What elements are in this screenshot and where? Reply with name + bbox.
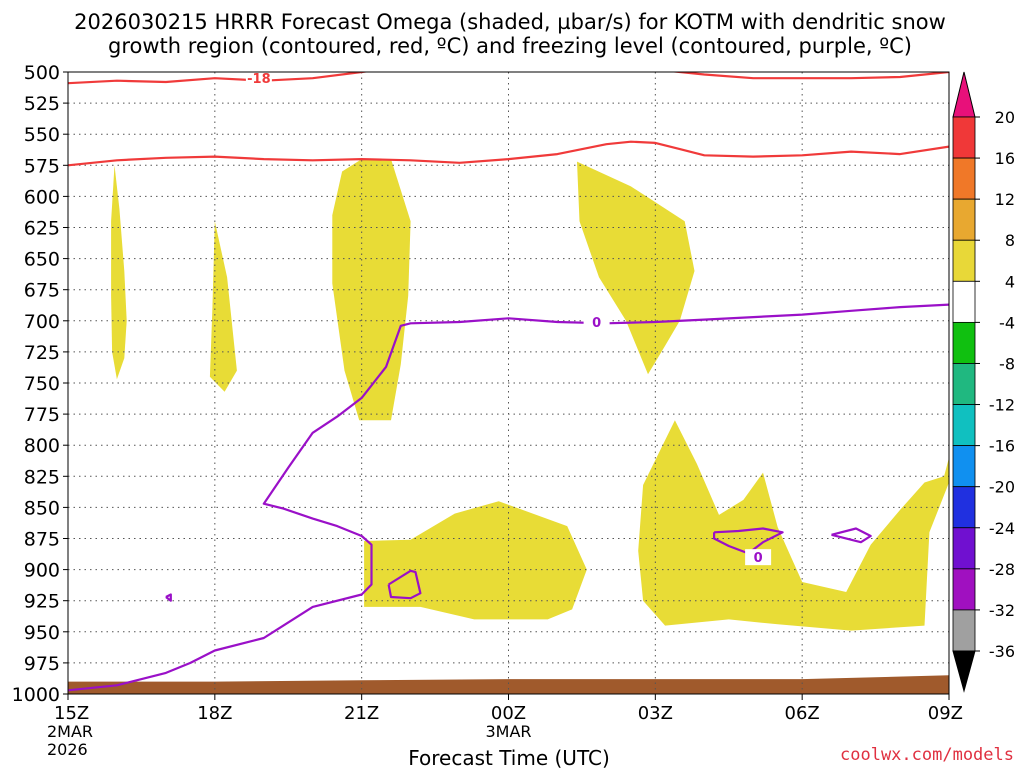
chart-title-line1: 2026030215 HRRR Forecast Omega (shaded, … — [74, 10, 946, 34]
x-tick-label: 09Z — [928, 703, 963, 724]
y-tick-label: 1000 — [12, 684, 60, 706]
y-tick-label: 575 — [24, 155, 60, 177]
colorbar-segment — [952, 321, 976, 364]
colorbar-label: 8 — [1005, 231, 1015, 250]
y-tick-label: 825 — [24, 466, 60, 488]
freezing-contour-label-bg — [583, 314, 610, 331]
dgz-contour-label-bg — [245, 70, 272, 87]
colorbar-segment — [952, 404, 976, 447]
colorbar-label: -24 — [989, 519, 1015, 538]
colorbar-label: -20 — [989, 478, 1015, 497]
colorbar-segment — [952, 486, 976, 529]
omega-region-3 — [577, 161, 695, 375]
colorbar-top-triangle — [952, 71, 976, 118]
colorbar-label: 20 — [995, 108, 1015, 127]
y-tick-label: 900 — [24, 560, 60, 582]
x-tick-label: 18Z — [197, 703, 232, 724]
dgz-contour-0 — [68, 72, 949, 85]
omega-region-4 — [364, 501, 587, 620]
y-tick-label: 500 — [24, 62, 60, 84]
y-tick-label: 750 — [24, 373, 60, 395]
y-tick-label: 625 — [24, 218, 60, 240]
colorbar-bottom-triangle — [952, 650, 976, 693]
colorbar-segment — [952, 527, 976, 570]
omega-region-0 — [111, 165, 127, 380]
colorbar-label: 4 — [1005, 272, 1015, 291]
colorbar-segment — [952, 239, 976, 282]
y-tick-label: 975 — [24, 653, 60, 675]
freezing-contour-2 — [165, 593, 172, 602]
colorbar-segment — [952, 568, 976, 611]
y-tick-label: 675 — [24, 280, 60, 302]
colorbar-segment — [952, 609, 976, 652]
y-tick-label: 850 — [24, 497, 60, 519]
colorbar-label: 12 — [995, 190, 1015, 209]
y-tick-label: 700 — [24, 311, 60, 333]
freezing-contour-4 — [831, 527, 872, 544]
terrain-layer — [68, 675, 949, 694]
x-axis-label: Forecast Time (UTC) — [408, 746, 610, 768]
y-tick-label: 875 — [24, 529, 60, 551]
colorbar-label: 16 — [995, 149, 1015, 168]
x-tick-label: 06Z — [785, 703, 820, 724]
y-tick-label: 550 — [24, 124, 60, 146]
colorbar-segment — [952, 198, 976, 241]
freezing-contour-1 — [387, 569, 422, 600]
freezing-contour-3 — [712, 527, 784, 555]
contour-lines: -18 0 0 — [68, 70, 949, 692]
colorbar-segment — [952, 116, 976, 159]
pressure-axis: 500 525 550 575 600 625 650 675 700 725 750 775 800 8… — [12, 62, 68, 706]
y-tick-label: 725 — [24, 342, 60, 364]
dgz-contour-1 — [68, 140, 949, 167]
colorbar-label: -12 — [989, 396, 1015, 415]
freezing-contour-label-bg — [745, 549, 772, 566]
y-tick-label: 925 — [24, 591, 60, 613]
omega-region-1 — [209, 221, 237, 392]
colorbar-label: -4 — [999, 313, 1015, 332]
y-tick-label: 950 — [24, 622, 60, 644]
chart-title-line2: growth region (contoured, red, ºC) and f… — [108, 34, 912, 58]
omega-region-5 — [638, 420, 949, 631]
freezing-contour-label: 0 — [592, 316, 601, 331]
dgz-contour-label: -18 — [247, 72, 271, 87]
colorbar-label: -8 — [999, 354, 1015, 373]
colorbar-segment — [952, 157, 976, 200]
credit-text: coolwx.com/models — [840, 745, 1014, 765]
colorbar-label: -16 — [989, 437, 1015, 456]
omega-shaded-regions — [111, 159, 949, 631]
y-tick-label: 800 — [24, 435, 60, 457]
freezing-contour-label: 0 — [754, 551, 763, 566]
chart-grid — [68, 72, 949, 694]
colorbar-segment — [952, 363, 976, 405]
colorbar-label: -36 — [989, 642, 1015, 661]
y-tick-label: 525 — [24, 93, 60, 115]
x-year-label: 2026 — [47, 740, 88, 759]
x-tick-label: 00Z — [491, 703, 526, 724]
x-tick-label: 21Z — [344, 703, 379, 724]
terrain-fill — [68, 675, 949, 694]
omega-colorbar: 20 16 12 8 4 -4 -8 -12 -16 -20 -24 -28 -32 -36 — [952, 71, 1015, 693]
colorbar-segment — [952, 280, 976, 323]
freezing-contour-0 — [68, 303, 949, 692]
colorbar-segment — [952, 445, 976, 488]
y-tick-label: 650 — [24, 249, 60, 271]
x-tick-label: 03Z — [638, 703, 673, 724]
x-date-label: 2MAR — [47, 722, 93, 741]
y-tick-label: 775 — [24, 404, 60, 426]
x-date-label: 3MAR — [485, 722, 531, 741]
colorbar-label: -28 — [989, 560, 1015, 579]
x-tick-label: 15Z — [54, 703, 89, 724]
y-tick-label: 600 — [24, 186, 60, 208]
colorbar-label: -32 — [989, 601, 1015, 620]
